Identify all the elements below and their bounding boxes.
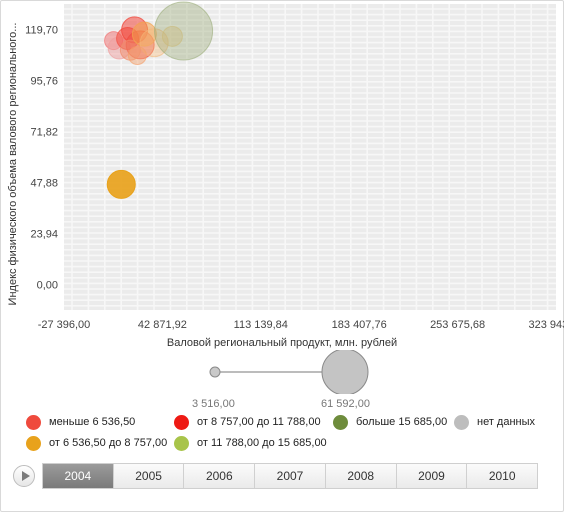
y-tick-label: 119,70 [25, 25, 58, 37]
size-legend-graphic [209, 350, 369, 394]
legend-label: от 6 536,50 до 8 757,00 [49, 437, 168, 449]
year-tab[interactable]: 2004 [43, 464, 114, 488]
year-tab[interactable]: 2005 [114, 464, 185, 488]
legend-item[interactable]: от 8 757,00 до 11 788,00 [174, 412, 321, 432]
legend-swatch [454, 414, 469, 430]
x-tick-label: 113 139,84 [234, 319, 288, 331]
size-legend-min-circle [209, 366, 221, 378]
x-tick-label: -27 396,00 [38, 319, 91, 331]
y-tick-label: 23,94 [30, 229, 58, 241]
x-tick-label: 323 943,60 [528, 319, 564, 331]
y-tick-label: 95,76 [30, 76, 58, 88]
legend-label: от 8 757,00 до 11 788,00 [197, 416, 321, 428]
y-tick-label: 71,82 [30, 127, 58, 139]
x-tick-label: 183 407,76 [332, 319, 387, 331]
legend-item[interactable]: нет данных [454, 412, 535, 432]
x-axis-title: Валовой региональный продукт, млн. рубле… [167, 337, 397, 349]
legend-swatch [26, 435, 41, 451]
year-tab[interactable]: 2009 [397, 464, 468, 488]
bubble[interactable] [127, 45, 147, 65]
size-legend-max-circle [321, 350, 369, 394]
bubble[interactable] [106, 169, 136, 199]
bubble[interactable] [131, 21, 157, 47]
legend-label: больше 15 685,00 [356, 416, 448, 428]
year-tab[interactable]: 2008 [326, 464, 397, 488]
legend-swatch [174, 435, 189, 451]
legend-item[interactable]: от 6 536,50 до 8 757,00 [26, 433, 167, 453]
legend-label: от 11 788,00 до 15 685,00 [197, 437, 327, 449]
legend-item[interactable]: от 11 788,00 до 15 685,00 [174, 433, 327, 453]
bubble-size-legend: 3 516,00 61 592,00 [192, 350, 400, 412]
y-axis-title: Индекс физического объема валового регио… [7, 23, 19, 306]
legend-swatch [333, 414, 348, 430]
legend-label: меньше 6 536,50 [49, 416, 136, 428]
bubble-chart: 0,00 23,94 47,88 71,82 95,76 119,70 -27 396,0… [7, 1, 564, 349]
bubble[interactable] [154, 1, 214, 61]
legend-swatch [26, 414, 41, 430]
legend-item[interactable]: меньше 6 536,50 [26, 412, 135, 432]
year-tab[interactable]: 2006 [184, 464, 256, 488]
x-tick-label: 253 675,68 [430, 319, 485, 331]
color-legend: меньше 6 536,50 от 8 757,00 до 11 788,00… [26, 412, 556, 456]
size-legend-max-label: 61 592,00 [321, 398, 370, 410]
y-tick-label: 0,00 [37, 280, 58, 292]
year-tab[interactable]: 2007 [255, 464, 326, 488]
x-tick-label: 42 871,92 [138, 319, 187, 331]
legend-item[interactable]: больше 15 685,00 [333, 412, 447, 432]
y-tick-label: 47,88 [30, 178, 58, 190]
bubble[interactable] [161, 25, 183, 47]
year-tab[interactable]: 2010 [488, 469, 516, 483]
size-legend-min-label: 3 516,00 [192, 398, 235, 410]
timeline-bar: 2004 2005 2006 2007 2008 2009 2010 [12, 463, 542, 493]
play-icon [22, 471, 30, 481]
legend-swatch [174, 414, 189, 430]
year-selector: 2004 2005 2006 2007 2008 2009 2010 [42, 463, 538, 489]
play-button[interactable] [13, 465, 35, 487]
legend-label: нет данных [477, 416, 536, 428]
